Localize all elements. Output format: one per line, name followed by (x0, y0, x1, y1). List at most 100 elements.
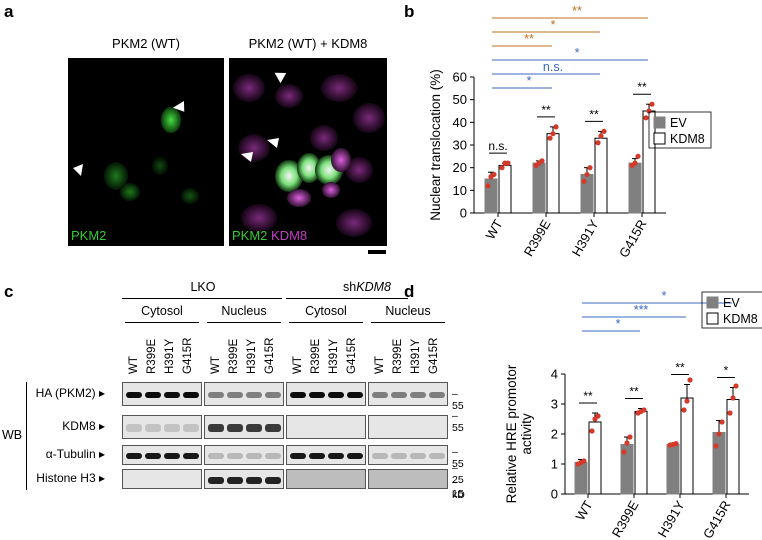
band (372, 453, 388, 459)
data-point (716, 431, 722, 437)
bar-kdm8 (594, 137, 608, 214)
bar-ev (574, 462, 588, 495)
fraction-label: Nucleus (221, 304, 267, 318)
fraction-underline (207, 322, 281, 323)
bar-ev (628, 162, 642, 214)
significance-label: ** (589, 107, 599, 121)
y-axis-label: Nuclear translocation (%) (428, 69, 443, 221)
band (429, 453, 445, 459)
comparison-label: * (575, 46, 580, 60)
lane-label: H391Y (246, 338, 258, 374)
band (183, 392, 199, 398)
blot-strip (368, 469, 448, 489)
fraction-underline (125, 322, 199, 323)
panel-d-label: d (404, 282, 415, 301)
band (328, 453, 344, 459)
lane-label: WT (292, 356, 304, 374)
band (265, 476, 281, 484)
bar-kdm8 (680, 397, 694, 495)
fraction-underline (289, 322, 363, 323)
band (145, 424, 161, 432)
data-point (595, 413, 601, 419)
lane-label: R399E (228, 338, 240, 374)
blot-strip (286, 445, 366, 465)
lane-label: WT (128, 356, 140, 374)
blot-strip (368, 445, 448, 465)
group-underline (122, 298, 282, 299)
data-point (730, 395, 736, 401)
band (227, 392, 243, 398)
data-point (553, 124, 559, 130)
blot-strip (204, 415, 284, 439)
comparison-label: ** (572, 4, 582, 18)
blot-strip (122, 415, 202, 439)
legend-swatch-ev (653, 116, 666, 129)
legend-box (701, 291, 762, 329)
y-tick-label: 4 (551, 367, 558, 382)
lane-label: G415R (264, 337, 276, 374)
micrograph-left-legend: PKM2 (71, 228, 106, 243)
blot-strip (286, 415, 366, 439)
data-point (684, 398, 690, 404)
arrowhead-icon (241, 152, 253, 162)
pkm2-legend-text: PKM2 (232, 228, 268, 243)
data-point (581, 178, 587, 184)
arrowhead-icon (73, 164, 83, 176)
data-point (550, 131, 556, 137)
micrograph-left-title: PKM2 (WT) (112, 36, 180, 51)
x-tick-label: R399E (609, 498, 642, 540)
bar-ev (712, 432, 726, 495)
x-tick-label: H391Y (569, 217, 602, 259)
data-point (687, 377, 693, 383)
data-point (547, 135, 553, 141)
bar-kdm8 (634, 411, 648, 495)
lane-label: WT (210, 356, 222, 374)
western-blot: LKO shKDM8 Cytosol WT R399E H391Y G415R Nucleus… (0, 280, 465, 540)
panel-a-label: a (4, 2, 14, 21)
band (265, 424, 281, 432)
band (183, 453, 199, 459)
arrowhead-icon (274, 72, 287, 84)
arrowhead-icon (267, 138, 279, 148)
fraction-underline (371, 322, 445, 323)
lane-label: H391Y (164, 338, 176, 374)
row-label: HA (PKM2) ▸ (35, 386, 105, 400)
lane-label: R399E (310, 338, 322, 374)
blot-strip (122, 445, 202, 465)
y-tick-label: 0 (551, 487, 558, 502)
data-point (621, 449, 627, 455)
micrograph-right-image (233, 72, 385, 237)
blot-strip (204, 445, 284, 465)
band (246, 476, 262, 484)
arrowhead-icon (172, 101, 185, 112)
band (265, 453, 281, 459)
band (246, 392, 262, 398)
y-tick-label: 20 (453, 160, 467, 175)
data-point (505, 160, 511, 166)
band (290, 392, 306, 398)
comparison-label: ** (524, 32, 534, 46)
significance-label: ** (541, 103, 551, 117)
data-point (485, 183, 491, 189)
mw-marker: – 55 (452, 446, 464, 470)
band (183, 424, 199, 432)
kd-label: kD (452, 489, 465, 501)
comparison-label: n.s. (543, 60, 563, 74)
band (309, 453, 325, 459)
band (126, 424, 142, 432)
legend-swatch-kdm8 (653, 132, 666, 145)
x-tick-label: WT (482, 217, 505, 242)
x-tick-label: G415R (616, 217, 650, 260)
legend-swatch-kdm8 (706, 312, 719, 325)
y-tick-label: 60 (453, 70, 467, 85)
row-label: KDM8 ▸ (62, 419, 105, 433)
y-tick-label: 40 (453, 115, 467, 130)
micrograph-right-legend: PKM2 KDM8 (232, 228, 307, 243)
group-label-lko: LKO (190, 280, 216, 294)
y-tick-label: 1 (551, 457, 558, 472)
wb-label: WB (2, 428, 23, 442)
data-point (584, 171, 590, 178)
bar-ev (666, 444, 680, 495)
data-point (587, 165, 593, 171)
fraction-label: Cytosol (305, 304, 347, 318)
